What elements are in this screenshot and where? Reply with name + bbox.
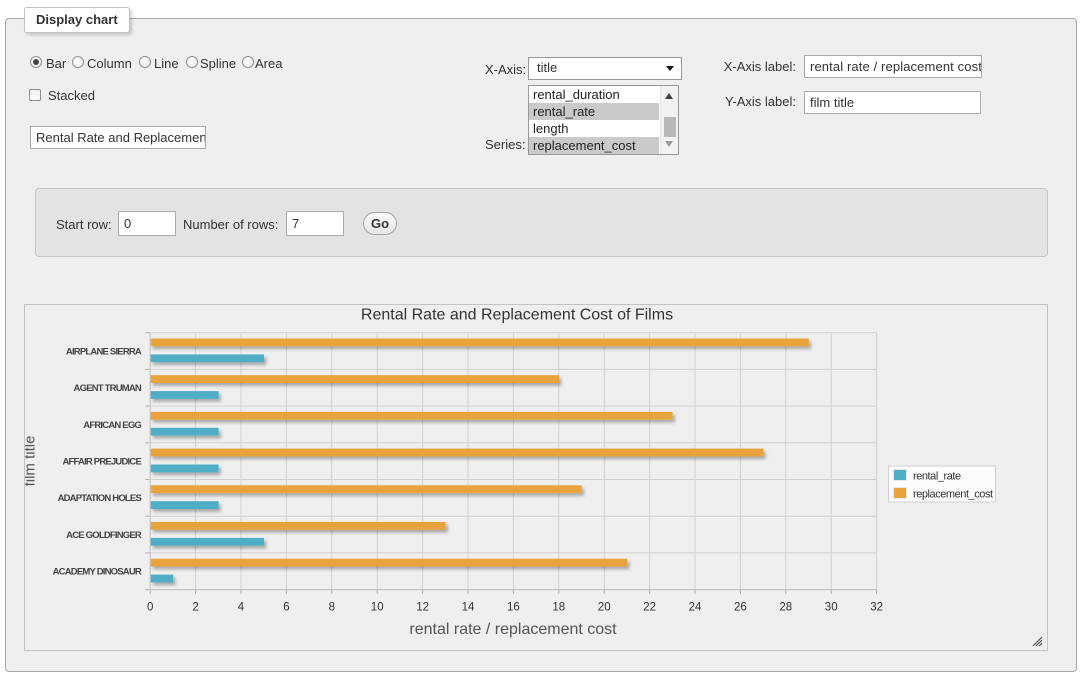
svg-text:22: 22	[643, 601, 656, 613]
svg-text:28: 28	[779, 601, 792, 613]
svg-text:24: 24	[689, 601, 702, 613]
svg-text:26: 26	[734, 601, 747, 613]
svg-text:AIRPLANE SIERRA: AIRPLANE SIERRA	[66, 346, 142, 357]
svg-text:0: 0	[147, 601, 153, 613]
svg-text:4: 4	[238, 601, 245, 613]
svg-text:32: 32	[870, 601, 883, 613]
svg-text:ACE GOLDFINGER: ACE GOLDFINGER	[66, 530, 142, 541]
svg-text:12: 12	[416, 601, 429, 613]
svg-text:ACADEMY DINOSAUR: ACADEMY DINOSAUR	[53, 567, 142, 578]
svg-text:AFFAIR PREJUDICE: AFFAIR PREJUDICE	[62, 456, 141, 467]
svg-text:8: 8	[329, 601, 335, 613]
svg-text:16: 16	[507, 601, 520, 613]
svg-text:18: 18	[552, 601, 565, 613]
svg-text:30: 30	[825, 601, 838, 613]
svg-text:rental_rate: rental_rate	[913, 471, 961, 483]
svg-text:20: 20	[598, 601, 611, 613]
svg-text:AFRICAN EGG: AFRICAN EGG	[83, 420, 141, 431]
svg-text:10: 10	[371, 601, 384, 613]
svg-text:6: 6	[283, 601, 289, 613]
svg-text:2: 2	[192, 601, 198, 613]
svg-text:film title: film title	[25, 436, 39, 487]
svg-text:replacement_cost: replacement_cost	[913, 489, 993, 501]
svg-text:AGENT TRUMAN: AGENT TRUMAN	[74, 383, 142, 394]
svg-text:14: 14	[462, 601, 475, 613]
svg-text:ADAPTATION HOLES: ADAPTATION HOLES	[58, 493, 142, 504]
svg-text:Rental Rate and Replacement Co: Rental Rate and Replacement Cost of Film…	[361, 307, 673, 324]
svg-text:rental rate / replacement cost: rental rate / replacement cost	[409, 621, 617, 638]
